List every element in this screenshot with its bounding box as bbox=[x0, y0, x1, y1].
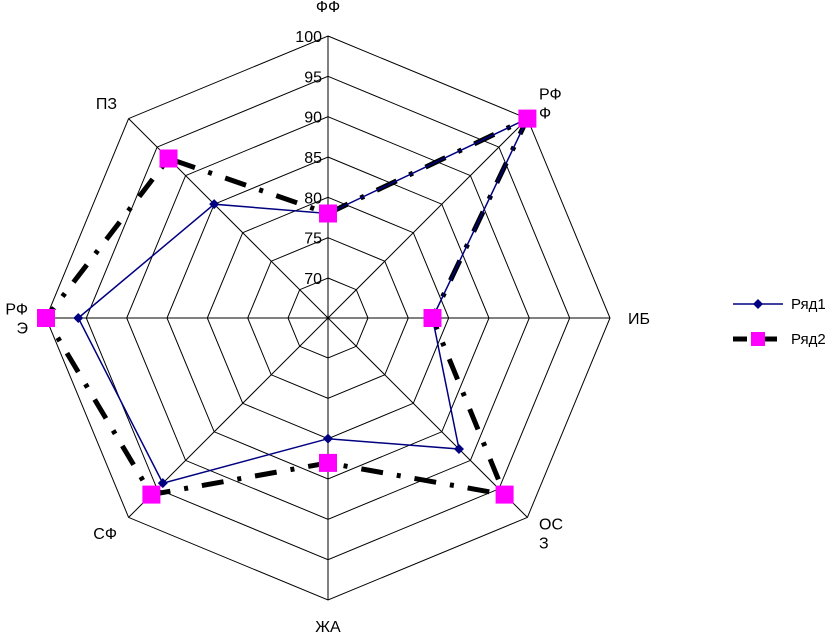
category-label: ОС З bbox=[539, 517, 563, 553]
series-2-line bbox=[43, 116, 530, 498]
tick-label: 100 bbox=[295, 29, 322, 46]
spoke-line bbox=[327, 118, 528, 319]
series-2-point bbox=[423, 309, 442, 327]
data-series bbox=[37, 109, 537, 504]
tick-label: 90 bbox=[304, 110, 322, 127]
series-2-point bbox=[159, 149, 178, 168]
tick-label: 95 bbox=[304, 69, 322, 86]
series-2-point bbox=[495, 485, 514, 504]
series-1-point bbox=[209, 199, 220, 210]
series-2-point bbox=[518, 109, 537, 128]
series-1-point bbox=[323, 433, 333, 444]
tick-label: 80 bbox=[304, 190, 322, 207]
category-label: ПЗ bbox=[96, 96, 117, 113]
legend-label-series-1: Ряд1 bbox=[791, 296, 826, 313]
tick-label: 85 bbox=[304, 150, 322, 167]
category-label: ЖА bbox=[315, 619, 341, 636]
series-2-point bbox=[142, 485, 161, 504]
tick-label: 70 bbox=[304, 271, 322, 288]
spoke-line bbox=[128, 118, 329, 319]
legend-marker-series-2 bbox=[751, 332, 765, 346]
category-label: ИБ bbox=[628, 311, 650, 328]
radial-tick-labels: 70 75 80 85 90 95 100 bbox=[295, 29, 322, 288]
legend: Ряд1 Ряд2 bbox=[733, 296, 826, 348]
legend-marker-series-1 bbox=[753, 299, 763, 309]
category-label: РФ Ф bbox=[539, 87, 562, 123]
tick-label: 75 bbox=[304, 231, 322, 248]
series-2-point bbox=[37, 309, 55, 327]
legend-label-series-2: Ряд2 bbox=[791, 331, 826, 348]
category-label: РФ Э bbox=[5, 302, 28, 338]
series-1-point bbox=[73, 313, 84, 323]
series-2-point bbox=[319, 453, 337, 472]
category-label: ФФ bbox=[316, 0, 340, 16]
spoke-line bbox=[327, 317, 528, 518]
category-labels: ФФ РФ Ф ИБ ОС З ЖА СФ РФ Э ПЗ bbox=[5, 0, 650, 636]
category-label: СФ bbox=[93, 526, 117, 543]
series-2-point bbox=[319, 204, 337, 223]
series-1-point bbox=[453, 443, 464, 454]
